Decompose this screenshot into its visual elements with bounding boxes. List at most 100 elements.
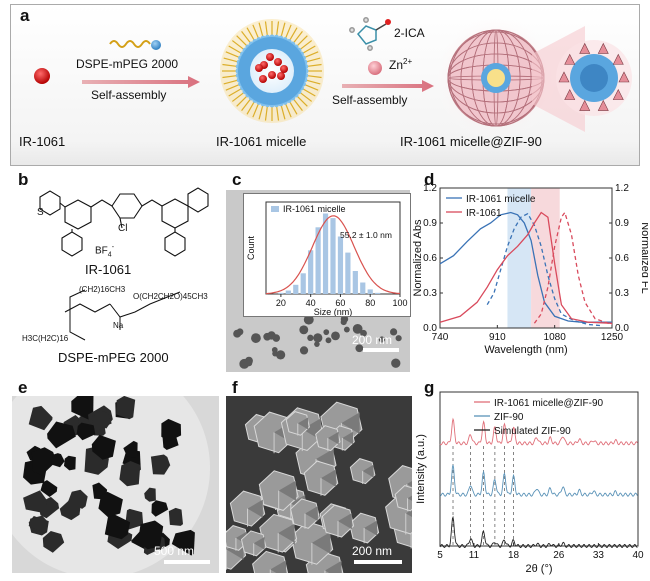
zif-particle — [171, 529, 195, 556]
hist-bar — [337, 236, 344, 294]
histogram-inset: 20 40 60 80 100 Size (nm) Count IR-1061 micelle… — [243, 193, 411, 317]
hist-legend-label: IR-1061 micelle — [283, 204, 346, 214]
hist-xlabel: Size (nm) — [314, 307, 353, 316]
zif-crystal — [285, 411, 310, 436]
micelle-particle — [343, 326, 350, 333]
ir1061-structure-icon — [39, 187, 209, 257]
g-legend-label: ZIF-90 — [494, 412, 524, 423]
g-ylabel: Intensity (a.u.) — [415, 434, 427, 504]
hist-bar — [300, 273, 306, 294]
hist-xtick-label: 40 — [306, 298, 316, 308]
emission-band-red — [531, 188, 560, 328]
arrow-step1-icon — [82, 76, 200, 88]
g-xtick-label: 40 — [632, 550, 644, 561]
panel-label-g: g — [424, 378, 435, 397]
d-ylabel-left: Normalized Abs — [412, 219, 424, 297]
gaussian-fit-line — [265, 215, 401, 295]
hist-xtick-label: 100 — [392, 298, 407, 308]
micelle-particle — [267, 331, 276, 340]
scale-label-f: 200 nm — [352, 544, 393, 558]
zif-particle — [144, 487, 156, 502]
panel-label-b: b — [18, 170, 29, 189]
crystal-facet — [337, 512, 352, 530]
micelle-particle — [395, 335, 402, 342]
xrd-pattern-line — [439, 417, 638, 446]
micelle-particle — [391, 358, 401, 368]
hist-bar — [278, 292, 284, 294]
zif-particle — [28, 515, 47, 533]
g-xtick-label: 5 — [437, 550, 443, 561]
d-legend-label: IR-1061 — [466, 208, 502, 219]
d-ytick-label-left: 0.0 — [423, 323, 437, 334]
hist-xtick-label: 80 — [365, 298, 375, 308]
scale-label-c: 200 nm — [352, 333, 393, 347]
crystal-facet — [278, 523, 295, 543]
peg-label: O(CH2CH2O)45CH3 — [133, 292, 208, 301]
crystal-facet — [297, 417, 309, 430]
d-ytick-label-left: 0.6 — [423, 253, 437, 264]
micelle-particle — [323, 329, 330, 336]
micelle-particle — [313, 333, 323, 343]
micelle-icon — [220, 19, 324, 123]
hist-bar — [345, 252, 351, 294]
d-xtick-label: 740 — [432, 332, 449, 343]
crystal-facet — [407, 495, 412, 501]
micelle-particle — [299, 325, 309, 335]
zif-particle — [42, 531, 65, 553]
d-xtick-label: 1080 — [544, 332, 567, 343]
series-line-fl — [533, 211, 613, 326]
g-legend-label: Simulated ZIF-90 — [494, 426, 571, 437]
metal-label: Zn2+ — [389, 57, 413, 72]
zif-particle — [23, 490, 47, 513]
scheme-graphics — [34, 14, 632, 142]
zif-particle — [168, 507, 183, 526]
sulfur-label: S — [37, 207, 44, 218]
g-xtick-label: 33 — [593, 550, 605, 561]
d-xtick-label: 910 — [489, 332, 506, 343]
product-label: IR-1061 micelle@ZIF-90 — [400, 134, 542, 149]
d-ytick-label-right: 0.6 — [615, 253, 629, 264]
dspe-structure-icon — [64, 289, 181, 341]
scale-bar-e — [164, 560, 210, 564]
crystal-facet — [327, 431, 339, 445]
scale-bar-f — [354, 560, 402, 564]
micelle-particle — [325, 337, 332, 344]
chain1-label: (CH2)16CH3 — [79, 285, 126, 294]
d-ytick-label-left: 0.3 — [423, 288, 437, 299]
micelle-particle — [360, 329, 367, 337]
g-frame — [439, 391, 639, 547]
zif-particle — [76, 422, 96, 441]
imidazole-icon — [349, 17, 391, 51]
hist-ylabel: Count — [246, 236, 256, 261]
hist-bar — [322, 213, 329, 294]
micelle-label: IR-1061 micelle — [216, 134, 307, 149]
hist-bar — [352, 271, 358, 294]
zif-particle — [98, 491, 123, 518]
counterion-label: BF4- — [95, 244, 115, 259]
micelle-particle — [303, 314, 314, 325]
sem-image-zif — [226, 396, 412, 573]
hist-bar — [308, 250, 314, 294]
g-xlabel: 2θ (°) — [525, 563, 552, 575]
dye-molecule-icon — [34, 68, 50, 84]
zif-particle — [68, 489, 88, 509]
hist-bar — [367, 289, 373, 294]
zif-particle — [31, 447, 57, 476]
hist-legend-swatch — [271, 206, 279, 212]
micelle-particle — [233, 329, 242, 338]
step1-label: Self-assembly — [91, 88, 167, 102]
crystal-facet — [311, 532, 331, 554]
zif-particle — [119, 461, 141, 487]
g-xtick-label: 11 — [469, 550, 480, 561]
d-ytick-label-right: 0.3 — [615, 288, 629, 299]
hist-xtick-label: 60 — [335, 298, 345, 308]
chain2-label: H3C(H2C)16 — [22, 334, 69, 343]
lipid-chain-icon — [109, 40, 151, 48]
zif-particle — [40, 480, 58, 497]
crystal-facet — [316, 448, 334, 470]
chloride-label: Cl — [118, 223, 128, 234]
crystal-facet — [406, 481, 412, 488]
series-line-abs — [439, 211, 613, 324]
g-xtick-label: 18 — [508, 550, 520, 561]
d-ytick-label-left: 1.2 — [423, 183, 437, 194]
